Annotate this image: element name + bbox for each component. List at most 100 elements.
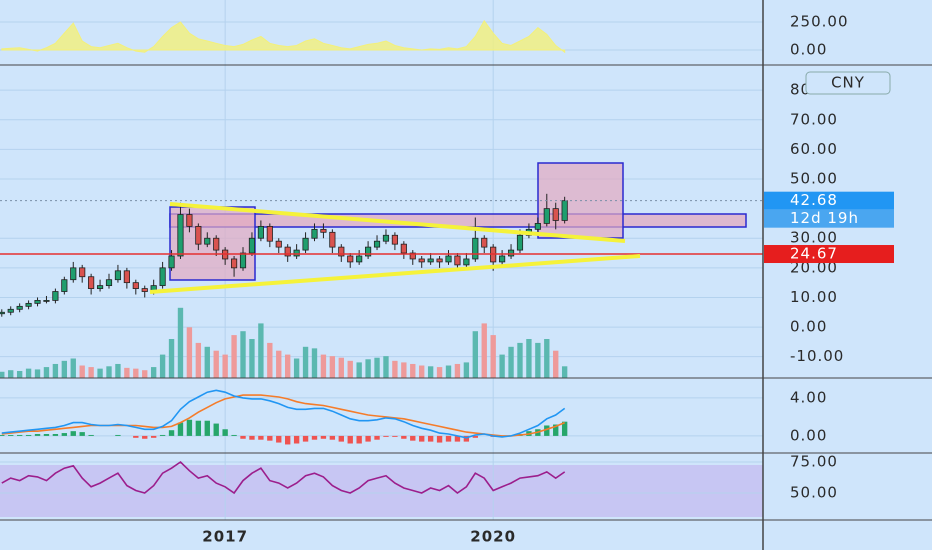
macd-histogram-bar [383, 435, 389, 437]
volume-bar [267, 342, 273, 378]
volume-bar [168, 339, 175, 378]
volume-bar [285, 354, 291, 378]
currency-box[interactable] [805, 71, 891, 95]
candle-body [25, 302, 32, 307]
candle-body [7, 308, 14, 313]
volume-bar [526, 339, 532, 378]
macd-histogram-bar [115, 434, 121, 436]
volume-bar [195, 342, 202, 378]
volume-bar [61, 360, 68, 378]
candle-body [427, 258, 434, 263]
y-tick-label: 0.00 [790, 40, 827, 58]
macd-histogram-bar [61, 433, 68, 436]
volume-bar [535, 342, 541, 378]
macd-histogram-bar [472, 435, 478, 438]
candle-body [311, 228, 318, 239]
macd-histogram-bar [70, 431, 76, 436]
macd-histogram-bar [0, 434, 5, 436]
macd-histogram-bar [142, 435, 148, 439]
volume-bar [124, 367, 130, 378]
macd-histogram-bar [25, 434, 32, 436]
volume-bar [383, 356, 389, 378]
candle-body [43, 300, 50, 302]
macd-histogram-bar [43, 434, 50, 436]
volume-bar [70, 358, 76, 378]
volume-bar [365, 359, 371, 378]
y-tick-label: 50.00 [790, 170, 838, 188]
currency: CNY [831, 74, 865, 92]
macd-line [1, 389, 566, 439]
macd-histogram-bar [258, 435, 264, 440]
macd-histogram-bar [276, 435, 282, 443]
volume-bar [561, 366, 568, 378]
macd-histogram-bar [410, 435, 416, 441]
candle-body [52, 291, 59, 301]
volume-bar [106, 366, 112, 378]
macd-histogram-bar [374, 435, 380, 440]
volume-bar [204, 346, 210, 378]
y-tick-label: 4.00 [790, 388, 827, 406]
candle-body [338, 246, 345, 257]
macd-histogram-bar [168, 430, 175, 436]
macd-histogram-bar [311, 435, 318, 440]
y-tick-label: 0.00 [790, 426, 827, 444]
candle-body [114, 270, 122, 281]
macd-histogram-bar [150, 435, 157, 438]
countdown-box [764, 209, 894, 228]
volume-bar [445, 365, 452, 378]
volume-bar [249, 339, 255, 378]
volume-bar [8, 370, 14, 378]
y-tick-label: 70.00 [790, 110, 838, 128]
macd-histogram-bar [553, 424, 559, 436]
volume-bar [25, 368, 32, 378]
candle-body [365, 246, 372, 257]
candle-body [195, 225, 202, 245]
candle-body [61, 279, 68, 292]
macd-histogram-bar [133, 435, 139, 438]
volume-bar [356, 362, 362, 378]
candle-body [204, 237, 211, 245]
volume-bar [79, 365, 85, 378]
volume-bar [472, 331, 478, 378]
candle-body [329, 231, 336, 248]
candle-body [34, 300, 41, 304]
macd-histogram-bar [463, 435, 470, 442]
y-tick-label: 30.00 [790, 229, 838, 247]
macd-histogram-bar [52, 434, 59, 436]
y-tick-label: -10.00 [790, 347, 844, 365]
candle-body [284, 246, 291, 257]
volume-bar [34, 369, 41, 378]
macd-histogram-bar [222, 429, 228, 436]
volume-bar [490, 335, 496, 378]
macd-histogram-bar [213, 423, 219, 436]
support-label: 24.67 [790, 245, 838, 263]
signal-line [1, 394, 566, 437]
volume-bar [481, 323, 487, 378]
volume-bar [52, 363, 59, 378]
volume-bar [374, 357, 380, 378]
x-tick-label: 2020 [470, 528, 516, 546]
y-tick-label: 0.00 [790, 318, 827, 336]
candle-body [373, 240, 381, 248]
macd-histogram-bar [231, 434, 237, 436]
candle-body [293, 249, 300, 257]
marks [0, 19, 763, 495]
support-box [764, 245, 894, 264]
candle-body [382, 234, 390, 242]
macd-histogram-bar [240, 435, 246, 439]
macd-histogram-bar [159, 434, 166, 436]
volume-bar [258, 323, 264, 378]
macd-histogram-bar [561, 421, 568, 436]
candle-body [16, 305, 23, 310]
candle-body [302, 237, 309, 251]
macd-histogram-bar [204, 420, 210, 436]
macd-histogram-bar [419, 435, 425, 442]
candle-body [141, 288, 148, 292]
candle-body [561, 200, 568, 221]
macd-histogram-bar [293, 435, 300, 444]
candle-body [275, 240, 282, 248]
volume-bar [392, 360, 398, 378]
macd-histogram-bar [195, 420, 202, 436]
candle-body [248, 237, 256, 254]
rsi-line [1, 460, 566, 495]
